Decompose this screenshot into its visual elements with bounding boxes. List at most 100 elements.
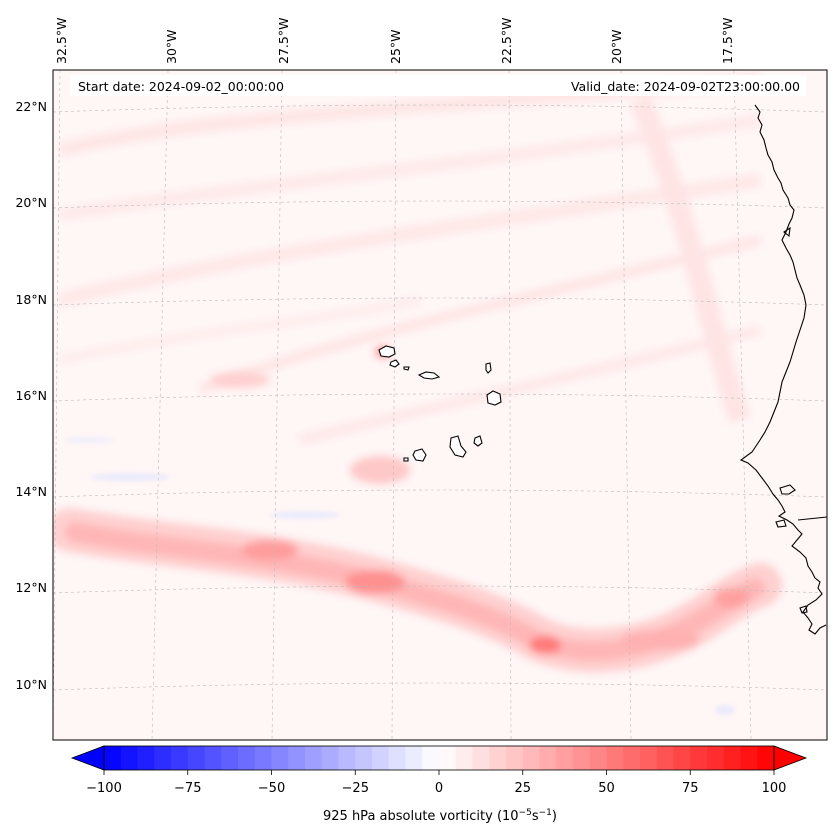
colorbar-ticks: −100 −75 −50 −25 0 25 50 75 100 [86,770,786,796]
colorbar-extend-high [773,745,808,771]
meridian-gridline [620,70,632,740]
island-santiago [449,435,467,458]
lon-label-22-5w: 22.5°W [499,18,514,64]
lat-label-14n: 14°N [15,484,47,499]
colorbar-cell [171,746,189,770]
lon-label-32-5w: 32.5°W [54,18,69,64]
colorbar-cell [757,746,775,770]
colorbar-cell [254,746,272,770]
colorbar-tick-label: 50 [598,781,615,796]
lat-label-12n: 12°N [15,580,47,595]
meridian-gridline [733,70,752,740]
colorbar-cell [271,746,289,770]
colorbar-cell [221,746,239,770]
island-sao-nicolau [417,371,441,380]
island-santo-antao [378,345,396,358]
colorbar-title-suffix: ) [552,809,557,824]
parallel-gridline [53,489,827,498]
colorbar-cell [305,746,323,770]
latitude-labels: 22°N 20°N 18°N 16°N 14°N 12°N 10°N [15,99,47,692]
island-fogo [412,448,427,462]
meridian-gridline [53,70,61,740]
colorbar-cell [204,746,222,770]
colorbar-cell [556,746,574,770]
colorbar-cell [690,746,708,770]
colorbar-title-exp2: −1 [539,808,552,818]
parallel-gridline [53,104,827,113]
colorbar-cell [372,746,390,770]
meridian-gridline [271,70,283,740]
colorbar-cell [338,746,356,770]
island-boa-vista [486,390,502,406]
lat-label-10n: 10°N [15,677,47,692]
colorbar-cell [104,746,122,770]
colorbar-extend-low [70,745,105,771]
colorbar-cell [154,746,172,770]
colorbar-cell [355,746,373,770]
lon-label-27-5w: 27.5°W [276,18,291,64]
colorbar-cell [673,746,691,770]
meridian-gridline [151,70,169,740]
colorbar-cell [455,746,473,770]
map-gridlines [53,70,827,740]
lat-label-20n: 20°N [15,195,47,210]
colorbar-tick-label: 25 [514,781,531,796]
longitude-labels: 32.5°W 30°W 27.5°W 25°W 22.5°W 20°W 17.5… [54,18,735,64]
lon-label-25w: 25°W [388,29,403,64]
colorbar-cell [640,746,658,770]
lat-label-16n: 16°N [15,388,47,403]
colorbar-tick-label: 0 [435,781,443,796]
colorbar-cell [288,746,306,770]
parallel-gridline [53,682,827,691]
colorbar-cell [623,746,641,770]
colorbar-cell [388,746,406,770]
colorbar-cell [187,746,205,770]
colorbar-tick-label: −50 [258,781,285,796]
colorbar-tick-label: −25 [342,781,369,796]
colorbar-tick-label: −100 [86,781,122,796]
island-brava [403,457,409,462]
parallel-gridline [53,297,827,306]
lat-label-22n: 22°N [15,99,47,114]
colorbar-cell [506,746,524,770]
header-bar: Start date: 2024-09-02_00:00:00 Valid_da… [70,75,806,96]
island-sal [485,362,492,374]
lon-label-30w: 30°W [164,29,179,64]
island-sao-vicente [389,359,400,368]
header-background [70,75,806,96]
colorbar-cell [539,746,557,770]
colorbar-cell [740,746,758,770]
island-maio [473,435,483,447]
lon-label-20w: 20°W [609,29,624,64]
colorbar-cell [422,746,440,770]
parallel-gridline [53,200,827,209]
colorbar-cell [589,746,607,770]
start-date-label: Start date: 2024-09-02_00:00:00 [78,79,284,94]
west-africa-coastline [739,104,828,635]
colorbar-cell [522,746,540,770]
colorbar-cell [439,746,457,770]
meridian-gridline [391,70,397,740]
colorbar-cell [238,746,256,770]
colorbar-title-prefix: 925 hPa absolute vorticity (10 [323,809,519,824]
colorbar-cell [137,746,155,770]
lat-label-18n: 18°N [15,292,47,307]
colorbar-title: 925 hPa absolute vorticity (10−5s−1) [323,808,557,824]
colorbar-cell [723,746,741,770]
colorbar-cell [606,746,624,770]
colorbar-title-exp1: −5 [519,808,532,818]
parallel-gridline [53,393,827,402]
colorbar-tick-label: 75 [682,781,699,796]
colorbar-cell [120,746,138,770]
map-panel [52,69,828,741]
lon-label-17-5w: 17.5°W [720,18,735,64]
colorbar-cells [104,746,775,770]
colorbar-cell [489,746,507,770]
valid-date-label: Valid_date: 2024-09-02T23:00:00.00 [571,79,800,94]
colorbar-cell [573,746,591,770]
colorbar-tick-label: 100 [762,781,787,796]
colorbar-cell [707,746,725,770]
colorbar-cell [472,746,490,770]
cape-verde-islands [378,345,502,462]
